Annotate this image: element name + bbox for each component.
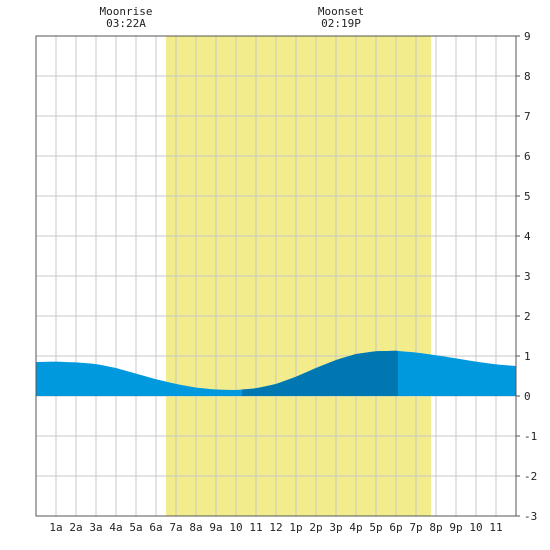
x-tick-label: 7a (169, 521, 182, 534)
x-tick-label: 8p (429, 521, 442, 534)
x-tick-label: 7p (409, 521, 422, 534)
x-tick-label: 10 (229, 521, 242, 534)
moonrise-time: 03:22A (106, 17, 146, 30)
x-tick-label: 8a (189, 521, 202, 534)
x-tick-label: 1p (289, 521, 302, 534)
y-tick-label: -3 (524, 510, 537, 523)
x-tick-label: 12 (269, 521, 282, 534)
x-tick-label: 4p (349, 521, 362, 534)
x-tick-label: 1a (49, 521, 62, 534)
y-tick-label: 5 (524, 190, 531, 203)
y-tick-label: 3 (524, 270, 531, 283)
x-tick-label: 9p (449, 521, 462, 534)
x-tick-label: 10 (469, 521, 482, 534)
x-tick-label: 11 (249, 521, 262, 534)
tide-area-highlight (242, 350, 398, 396)
y-tick-label: 7 (524, 110, 531, 123)
x-tick-label: 9a (209, 521, 222, 534)
y-tick-label: -2 (524, 470, 537, 483)
y-tick-label: 8 (524, 70, 531, 83)
moonset-annotation: Moonset 02:19P (318, 6, 364, 30)
y-tick-label: 6 (524, 150, 531, 163)
x-tick-label: 4a (109, 521, 122, 534)
y-tick-label: 0 (524, 390, 531, 403)
y-tick-label: 9 (524, 30, 531, 43)
y-tick-label: -1 (524, 430, 537, 443)
moonrise-label: Moonrise (99, 5, 153, 18)
x-tick-label: 2p (309, 521, 322, 534)
y-tick-label: 1 (524, 350, 531, 363)
x-tick-label: 6a (149, 521, 162, 534)
moonrise-annotation: Moonrise 03:22A (100, 6, 153, 30)
moonset-time: 02:19P (321, 17, 361, 30)
x-tick-label: 5a (129, 521, 142, 534)
x-tick-label: 3p (329, 521, 342, 534)
x-tick-label: 2a (69, 521, 82, 534)
x-tick-label: 6p (389, 521, 402, 534)
moonset-label: Moonset (317, 5, 365, 18)
x-tick-label: 11 (489, 521, 502, 534)
x-tick-label: 5p (369, 521, 382, 534)
y-tick-label: 2 (524, 310, 531, 323)
x-tick-label: 3a (89, 521, 102, 534)
y-tick-label: 4 (524, 230, 531, 243)
